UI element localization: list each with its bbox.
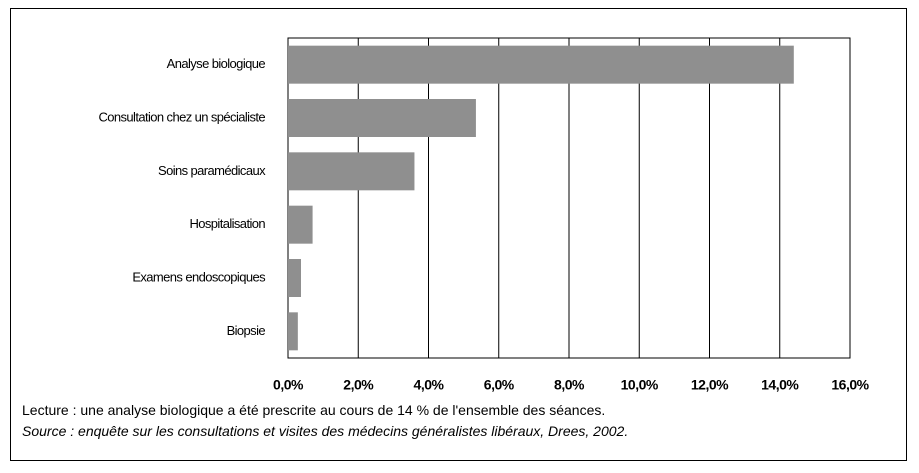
bar [288,45,794,84]
bar [288,259,301,297]
x-tick-label: 2,0% [343,377,374,393]
note: Source : enquête sur les consultations e… [22,423,628,439]
bar [288,312,298,351]
y-tick-label: Hospitalisation [189,216,265,231]
y-tick-label: Examens endoscopiques [132,269,266,284]
y-tick-label: Biopsie [227,323,266,338]
x-tick-label: 8,0% [554,377,585,393]
x-tick-label: 14,0% [761,377,799,393]
y-tick-label: Analyse biologique [167,56,266,71]
bar [288,205,313,244]
x-tick-label: 16,0% [831,377,869,393]
frame [10,8,907,461]
x-tick-label: 12,0% [691,377,729,393]
x-tick-label: 10,0% [621,377,659,393]
x-tick-label: 4,0% [414,377,445,393]
x-tick-label: 6,0% [484,377,515,393]
note: Lecture : une analyse biologique a été p… [22,402,605,418]
bar [288,99,476,137]
x-tick-label: 0,0% [273,377,304,393]
y-tick-label: Consultation chez un spécialiste [98,109,265,124]
y-tick-label: Soins paramédicaux [158,163,266,178]
bar [288,152,415,191]
